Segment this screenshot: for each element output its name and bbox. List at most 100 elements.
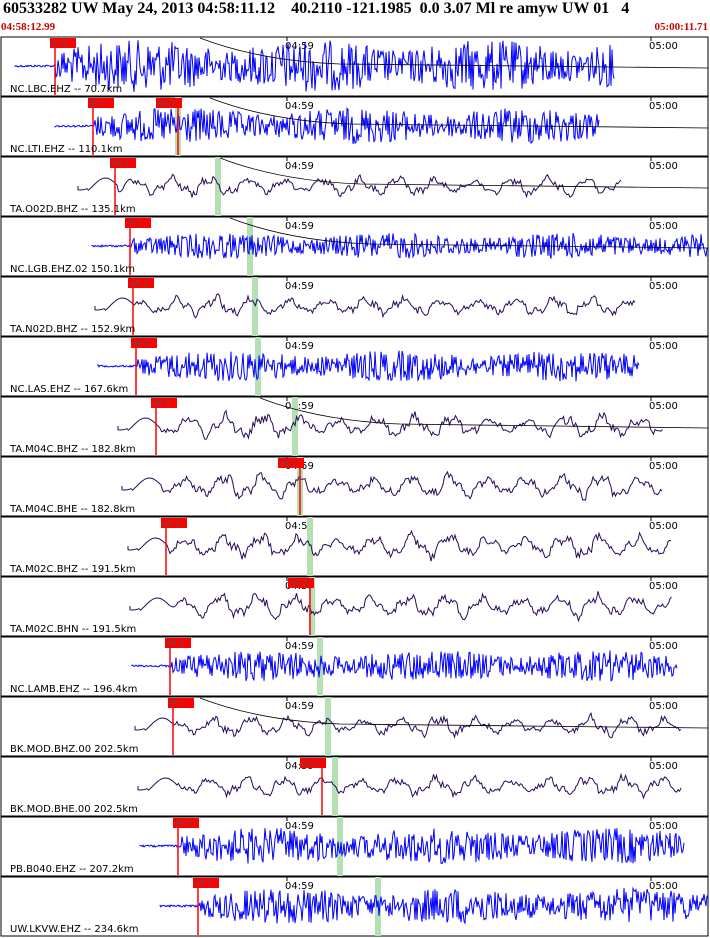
station-label: TA.M04C.BHZ -- 182.8km (9, 444, 136, 455)
station-label: UW.LKVW.EHZ -- 234.6km (10, 924, 139, 935)
p-pick-flag (165, 638, 191, 648)
waveform (94, 293, 636, 319)
trace-row: 04:59 05:00 eS:2 BK.MOD.BHE.00 202.5km (0, 756, 709, 817)
minute-label: 05:00 (649, 761, 678, 772)
p-pick-label: iP:1 (90, 99, 105, 108)
s-window-marker (309, 577, 315, 636)
minute-label: 05:00 (649, 401, 678, 412)
p-pick-label: iP:1 (170, 699, 185, 708)
s-pick-flag (288, 578, 314, 588)
trace-frame (0, 396, 709, 457)
trace-row: 04:59 05:00 iP:1 eS:2 NC.LTI.EHZ -- 110.1km (0, 96, 709, 157)
p-pick-label: eP:2 (163, 519, 181, 528)
station-label: PB.B040.EHZ -- 207.2km (10, 864, 134, 875)
waveform (127, 529, 672, 562)
p-pick-label: eP:2 (153, 399, 171, 408)
trace-row: 04:59 05:00 eP:2 UW.LKVW.EHZ -- 234.6km (0, 876, 709, 937)
minute-label: 05:00 (649, 821, 678, 832)
trace-frame (0, 456, 709, 517)
minute-label: 04:59 (285, 101, 314, 112)
p-pick-flag (193, 878, 219, 888)
minute-label: 05:00 (649, 41, 678, 52)
minute-label: 04:59 (285, 341, 314, 352)
waveform (77, 173, 622, 199)
waveform (134, 712, 682, 739)
trace-row: 04:59 05:00 eP:2 TA.O02D.BHZ -- 135.1km (0, 156, 709, 217)
p-pick-flag (88, 98, 114, 108)
s-pick-flag (156, 98, 182, 108)
travel-curve (229, 217, 709, 249)
minute-label: 05:00 (649, 581, 678, 592)
minute-label: 05:00 (649, 521, 678, 532)
station-label: BK.MOD.BHZ.00 202.5km (10, 744, 138, 755)
trace-frame (0, 216, 709, 277)
trace-frame (0, 636, 709, 697)
minute-label: 05:00 (649, 701, 678, 712)
trace-row: 04:59 05:00 eP:2 NC.LAMB.EHZ -- 196.4km (0, 636, 709, 697)
minute-label: 04:59 (285, 161, 314, 172)
minute-label: 05:00 (649, 281, 678, 292)
s-window-marker (252, 277, 258, 336)
p-pick-flag (110, 158, 136, 168)
station-label: TA.M02C.BHZ -- 191.5km (9, 564, 136, 575)
p-pick-label: eP:2 (130, 279, 148, 288)
p-pick-flag (131, 338, 157, 348)
minute-label: 05:00 (649, 341, 678, 352)
trace-row: 04:59 05:00 eP:2 TA.N02D.BHZ -- 152.9km (0, 276, 709, 337)
event-header: 60533282 UW May 24, 2013 04:58:11.12 40.… (0, 0, 710, 36)
minute-label: 04:59 (285, 761, 314, 772)
p-pick-label: eP:2 (167, 639, 185, 648)
minute-label: 04:59 (285, 701, 314, 712)
p-pick-label: eP:2 (133, 339, 151, 348)
station-label: NC.LBC.EHZ -- 70.7km (10, 84, 122, 95)
s-pick-label: eS:2 (158, 99, 176, 108)
s-window-marker (307, 517, 313, 576)
trace-row: 04:59 05:00 eP:2 NC.LAS.EHZ -- 167.6km (0, 336, 709, 397)
station-label: TA.M02C.BHN -- 191.5km (9, 624, 136, 635)
s-window-marker (337, 817, 343, 876)
trace-row: 04:59 05:00 iP:0 NC.LBC.EHZ -- 70.7km (0, 36, 709, 97)
trace-row: 04:59 05:00 iP:1 NC.LGB.EHZ.02 150.1km (0, 216, 709, 277)
station-label: NC.LAS.EHZ -- 167.6km (10, 384, 128, 395)
p-pick-label: iP:1 (127, 219, 142, 228)
s-window-marker (255, 337, 261, 396)
p-pick-flag (168, 698, 194, 708)
trace-frame (0, 516, 709, 577)
start-time: 04:58:12.99 (1, 21, 56, 33)
minute-label: 04:59 (285, 641, 314, 652)
minute-label: 04:59 (285, 281, 314, 292)
station-label: BK.MOD.BHE.00 202.5km (10, 804, 138, 815)
minute-label: 05:00 (649, 101, 678, 112)
minute-label: 05:00 (649, 881, 678, 892)
travel-curve (199, 697, 709, 729)
trace-frame (0, 96, 709, 157)
p-pick-flag (128, 278, 154, 288)
trace-frame (0, 156, 709, 217)
waveform (129, 591, 672, 623)
s-window-marker (247, 217, 253, 276)
waveform (97, 350, 640, 382)
travel-curve (219, 157, 709, 189)
minute-label: 05:00 (649, 641, 678, 652)
trace-frame (0, 756, 709, 817)
travel-curve (199, 37, 709, 69)
waveform (54, 107, 600, 145)
s-pick-label: eS:2 (280, 459, 298, 468)
p-pick-label: eP:2 (112, 159, 130, 168)
waveform (139, 828, 685, 865)
waveform (14, 40, 615, 92)
station-label: NC.LGB.EHZ.02 150.1km (10, 264, 135, 275)
p-pick-label: iP:0 (52, 39, 67, 48)
trace-frame (0, 816, 709, 877)
s-pick-flag (300, 758, 326, 768)
station-label: TA.O02D.BHZ -- 135.1km (9, 204, 136, 215)
trace-frame (0, 876, 709, 937)
end-time: 05:00:11.71 (654, 21, 708, 33)
p-pick-label: eP:2 (195, 879, 213, 888)
trace-row: 04:59 05:00 iP:1 BK.MOD.BHZ.00 202.5km (0, 696, 709, 757)
p-pick-flag (125, 218, 151, 228)
trace-frame (0, 276, 709, 337)
waveform (117, 409, 663, 440)
trace-frame (0, 696, 709, 757)
